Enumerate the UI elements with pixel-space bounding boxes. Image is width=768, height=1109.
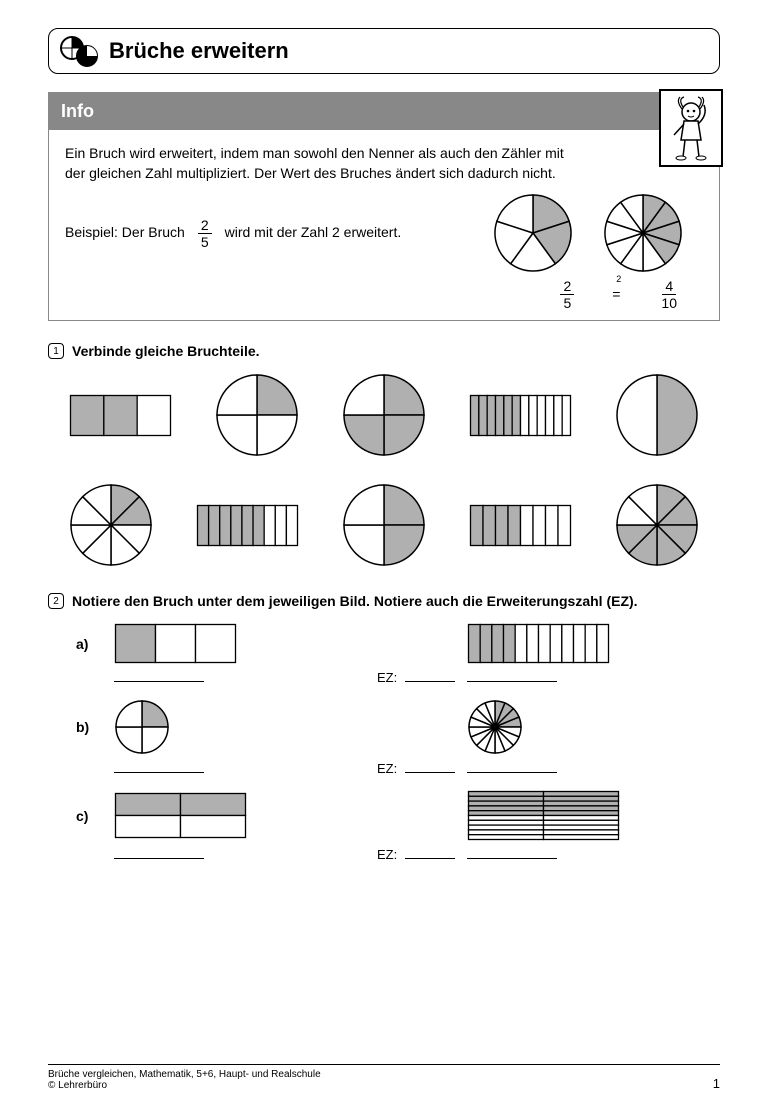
info-body: Ein Bruch wird erweitert, indem man sowo… bbox=[49, 130, 719, 320]
blank-left[interactable] bbox=[114, 845, 204, 859]
blank-right[interactable] bbox=[467, 845, 557, 859]
task2-row: b) bbox=[76, 699, 720, 755]
blank-ez[interactable] bbox=[405, 759, 455, 773]
eq-right: 4 10 bbox=[658, 279, 680, 310]
eq-sign-group: 2 = bbox=[612, 285, 620, 305]
task2-row: c) bbox=[76, 790, 720, 841]
pie-shape bbox=[342, 373, 426, 457]
task2-text: Notiere den Bruch unter dem jeweiligen B… bbox=[72, 593, 638, 609]
answer-row: EZ: bbox=[76, 759, 720, 776]
shape-left bbox=[114, 699, 367, 755]
footer-text: Brüche vergleichen, Mathematik, 5+6, Hau… bbox=[48, 1069, 321, 1091]
page-number: 1 bbox=[713, 1076, 720, 1091]
task1-row1 bbox=[48, 373, 720, 457]
ez-label: EZ: bbox=[377, 668, 457, 685]
answer-row: EZ: bbox=[76, 668, 720, 685]
example-pies bbox=[493, 193, 683, 273]
blank-left[interactable] bbox=[114, 668, 204, 682]
example-fraction: 2 5 bbox=[198, 218, 212, 249]
info-example: Beispiel: Der Bruch 2 5 wird mit der Zah… bbox=[65, 193, 703, 273]
ez-label: EZ: bbox=[377, 845, 457, 862]
task1-num: 1 bbox=[48, 343, 64, 359]
row-label: a) bbox=[76, 636, 104, 652]
example-prefix: Beispiel: Der Bruch bbox=[65, 223, 185, 243]
blank-right[interactable] bbox=[467, 668, 557, 682]
rect-shape bbox=[69, 394, 172, 437]
answer-row: EZ: bbox=[76, 845, 720, 862]
task2-container: a) EZ: b) EZ: c) EZ: bbox=[48, 623, 720, 862]
title-box: Brüche erweitern bbox=[48, 28, 720, 74]
blank-left[interactable] bbox=[114, 759, 204, 773]
row-label: c) bbox=[76, 808, 104, 824]
row-label: b) bbox=[76, 719, 104, 735]
info-heading: Info bbox=[49, 93, 719, 130]
task1-row2 bbox=[48, 483, 720, 567]
shape-left bbox=[114, 792, 367, 839]
shape-left bbox=[114, 623, 367, 664]
title-icon bbox=[59, 35, 99, 67]
example-equation: 2 5 2 = 4 10 bbox=[65, 279, 683, 310]
shape-right bbox=[467, 790, 720, 841]
pie-shape bbox=[615, 483, 699, 567]
pie-shape bbox=[615, 373, 699, 457]
page-title: Brüche erweitern bbox=[109, 38, 289, 64]
rect-shape bbox=[196, 504, 299, 547]
eq-left: 2 5 bbox=[560, 279, 574, 310]
page-footer: Brüche vergleichen, Mathematik, 5+6, Hau… bbox=[48, 1064, 720, 1091]
pie-shape bbox=[215, 373, 299, 457]
blank-right[interactable] bbox=[467, 759, 557, 773]
example-suffix: wird mit der Zahl 2 erweitert. bbox=[225, 223, 402, 243]
pie-4-10 bbox=[603, 193, 683, 273]
blank-ez[interactable] bbox=[405, 668, 455, 682]
task2-num: 2 bbox=[48, 593, 64, 609]
task2-heading: 2 Notiere den Bruch unter dem jeweiligen… bbox=[48, 593, 720, 609]
shape-right bbox=[467, 699, 720, 755]
pie-shape bbox=[342, 483, 426, 567]
rect-shape bbox=[469, 394, 572, 437]
rect-shape bbox=[469, 504, 572, 547]
task2-row: a) bbox=[76, 623, 720, 664]
blank-ez[interactable] bbox=[405, 845, 455, 859]
pie-2-5 bbox=[493, 193, 573, 273]
task1-heading: 1 Verbinde gleiche Bruchteile. bbox=[48, 343, 720, 359]
shape-right bbox=[467, 623, 720, 664]
task1-text: Verbinde gleiche Bruchteile. bbox=[72, 343, 260, 359]
ez-label: EZ: bbox=[377, 759, 457, 776]
info-box: Info Ein Bruch wird erweitert, indem man… bbox=[48, 92, 720, 321]
worksheet-page: Brüche erweitern Info Ein Bruch wird erw… bbox=[0, 0, 768, 1109]
pie-shape bbox=[69, 483, 153, 567]
info-text: Ein Bruch wird erweitert, indem man sowo… bbox=[65, 144, 585, 183]
